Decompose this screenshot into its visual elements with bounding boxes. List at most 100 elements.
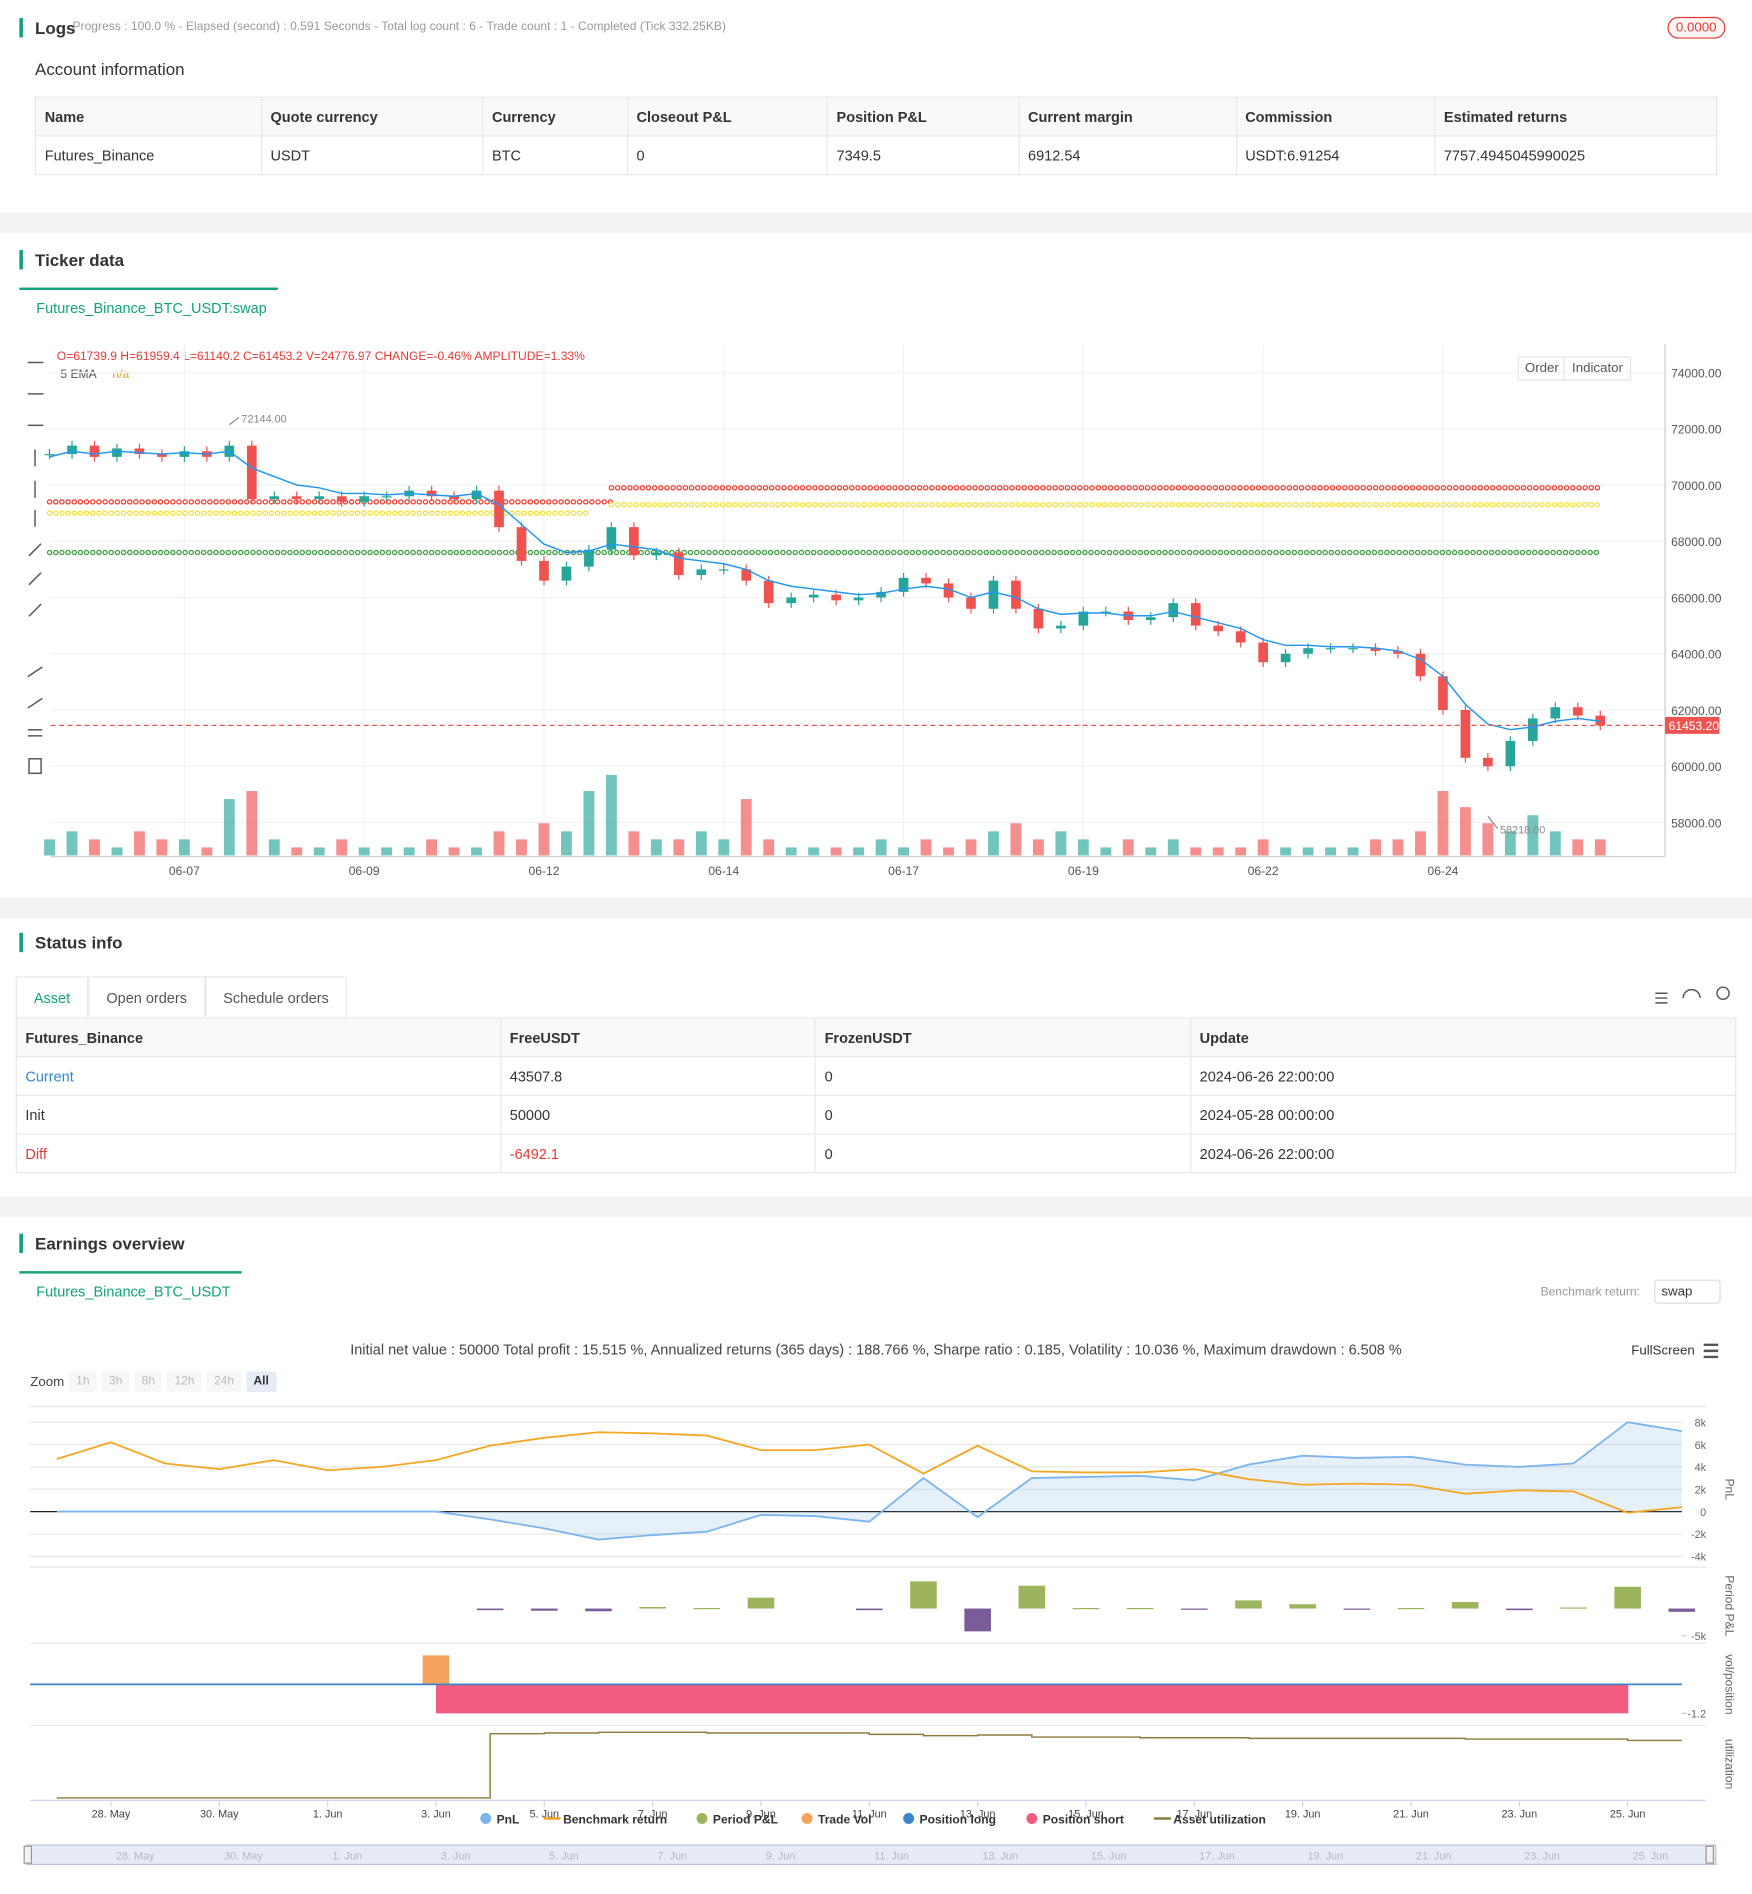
table-cell: Diff [15, 1133, 502, 1174]
high-marker [228, 416, 240, 426]
y-tick-label: 70000.00 [1671, 479, 1722, 493]
candle [1393, 650, 1403, 654]
position-short-bar [544, 1684, 600, 1714]
fullscreen[interactable]: FullScreen [1631, 1343, 1695, 1359]
ticker-tab[interactable]: Futures_Binance_BTC_USDT:swap [19, 287, 278, 327]
trade-vol-bar [422, 1655, 450, 1685]
candle [1258, 642, 1268, 663]
table-row: Futures_Binance USDT BTC 0 7349.5 6912.54 USDT… [35, 135, 1717, 176]
candle [449, 496, 459, 500]
low-label: 58218.00 [1500, 824, 1545, 836]
earnings-tab[interactable]: Futures_Binance_BTC_USDT [19, 1271, 242, 1310]
candle [1528, 718, 1538, 741]
volume-bar [1055, 831, 1067, 856]
volume-bar [561, 831, 572, 856]
legend-label[interactable]: Position long [920, 1812, 997, 1826]
y-tick-label: -1.2 [1687, 1709, 1706, 1721]
table-cell: 2024-06-26 22:00:00 [1189, 1056, 1737, 1096]
candle [696, 569, 707, 576]
legend-symbol [903, 1813, 915, 1824]
navigator-label: 15. Jun [1091, 1851, 1127, 1863]
position-short-bar [1573, 1684, 1629, 1714]
column-header: Commission [1235, 96, 1436, 137]
volume-bar [246, 791, 258, 856]
x-tick-label: 1. Jun [313, 1808, 343, 1820]
candle [1303, 648, 1313, 654]
legend-label[interactable]: Period P&L [713, 1812, 778, 1826]
logs-title: Logs [19, 18, 75, 38]
volume-bar [538, 823, 550, 856]
status-tab[interactable]: Open orders [88, 976, 206, 1018]
candle [718, 569, 729, 571]
volume-bar [516, 839, 527, 856]
candle [876, 591, 886, 598]
navigator-label: 7. Jun [657, 1851, 687, 1863]
position-short-bar [1410, 1684, 1466, 1714]
volume-bar [853, 847, 865, 856]
candle [1078, 611, 1089, 626]
candle [898, 577, 909, 592]
volume-bar [965, 839, 977, 856]
ema-value: n/a [112, 368, 130, 382]
legend-label[interactable]: Position short [1043, 1812, 1124, 1826]
zoom-button[interactable]: 3h [101, 1371, 130, 1392]
period-bar [639, 1606, 666, 1609]
zoom-button[interactable]: 12h [167, 1371, 202, 1392]
status-tab[interactable]: Asset [15, 976, 89, 1018]
period-bar [1451, 1602, 1479, 1609]
candle [1483, 757, 1493, 767]
navigator-label: 13. Jun [982, 1851, 1018, 1863]
legend-label[interactable]: PnL [497, 1812, 520, 1826]
volume-bar [695, 831, 707, 856]
zoom-button[interactable]: All [246, 1371, 277, 1392]
benchmark-select[interactable]: swap [1654, 1279, 1721, 1304]
table-row: Current 43507.8 0 2024-06-26 22:00:00 [15, 1056, 1737, 1096]
zoom-button[interactable]: 24h [206, 1371, 242, 1392]
y-tick-label: 0 [1700, 1507, 1706, 1519]
x-tick-label: 11. Jun [852, 1808, 887, 1820]
candle [291, 496, 302, 500]
pnl-area [56, 1422, 1682, 1540]
y-tick-label: 8k [1695, 1417, 1707, 1429]
high-label: 72144.00 [241, 413, 286, 425]
benchmark-label: Benchmark return: [1540, 1285, 1640, 1299]
candle [786, 597, 797, 604]
column-header: Current margin [1018, 96, 1237, 137]
period-bar [1506, 1608, 1533, 1611]
legend-label[interactable]: Trade Vol [818, 1812, 871, 1826]
navigator-label: 30. May [224, 1851, 263, 1863]
navigator-label: 17. Jun [1199, 1851, 1235, 1863]
zoom-button[interactable]: 8h [134, 1371, 163, 1392]
position-short-bar [1465, 1684, 1520, 1714]
legend-label[interactable]: Benchmark return [563, 1812, 667, 1826]
zoom-button[interactable]: 1h [68, 1371, 97, 1392]
separator [0, 212, 1752, 234]
candle [179, 451, 190, 457]
column-header: Currency [482, 96, 629, 137]
y-tick-label: 66000.00 [1671, 591, 1722, 605]
x-tick-label: 06-19 [1068, 864, 1099, 878]
navigator-label: 5. Jun [549, 1851, 579, 1863]
position-short-bar [815, 1684, 870, 1714]
candle [494, 490, 504, 528]
volume-bar [313, 847, 325, 856]
volume-bar [1280, 847, 1292, 856]
y-tick-label: 64000.00 [1671, 648, 1722, 662]
volume-bar [403, 847, 415, 856]
volume-bar [650, 839, 662, 856]
volume-bar [1594, 839, 1606, 856]
volume-bar [381, 847, 393, 856]
candle [943, 583, 954, 598]
volume-bar [920, 839, 932, 856]
status-tab[interactable]: Schedule orders [205, 976, 347, 1018]
candle [1145, 617, 1156, 621]
candle [1572, 707, 1583, 716]
legend-label[interactable]: Asset utilization [1173, 1812, 1266, 1826]
table-cell: 50000 [500, 1094, 817, 1135]
volume-bar [66, 831, 78, 856]
utilization-line [56, 1731, 1682, 1799]
position-short-bar [1194, 1684, 1250, 1714]
table-cell: 2024-06-26 22:00:00 [1189, 1133, 1737, 1174]
candle [381, 496, 392, 498]
navigator-label: 11. Jun [874, 1851, 909, 1863]
